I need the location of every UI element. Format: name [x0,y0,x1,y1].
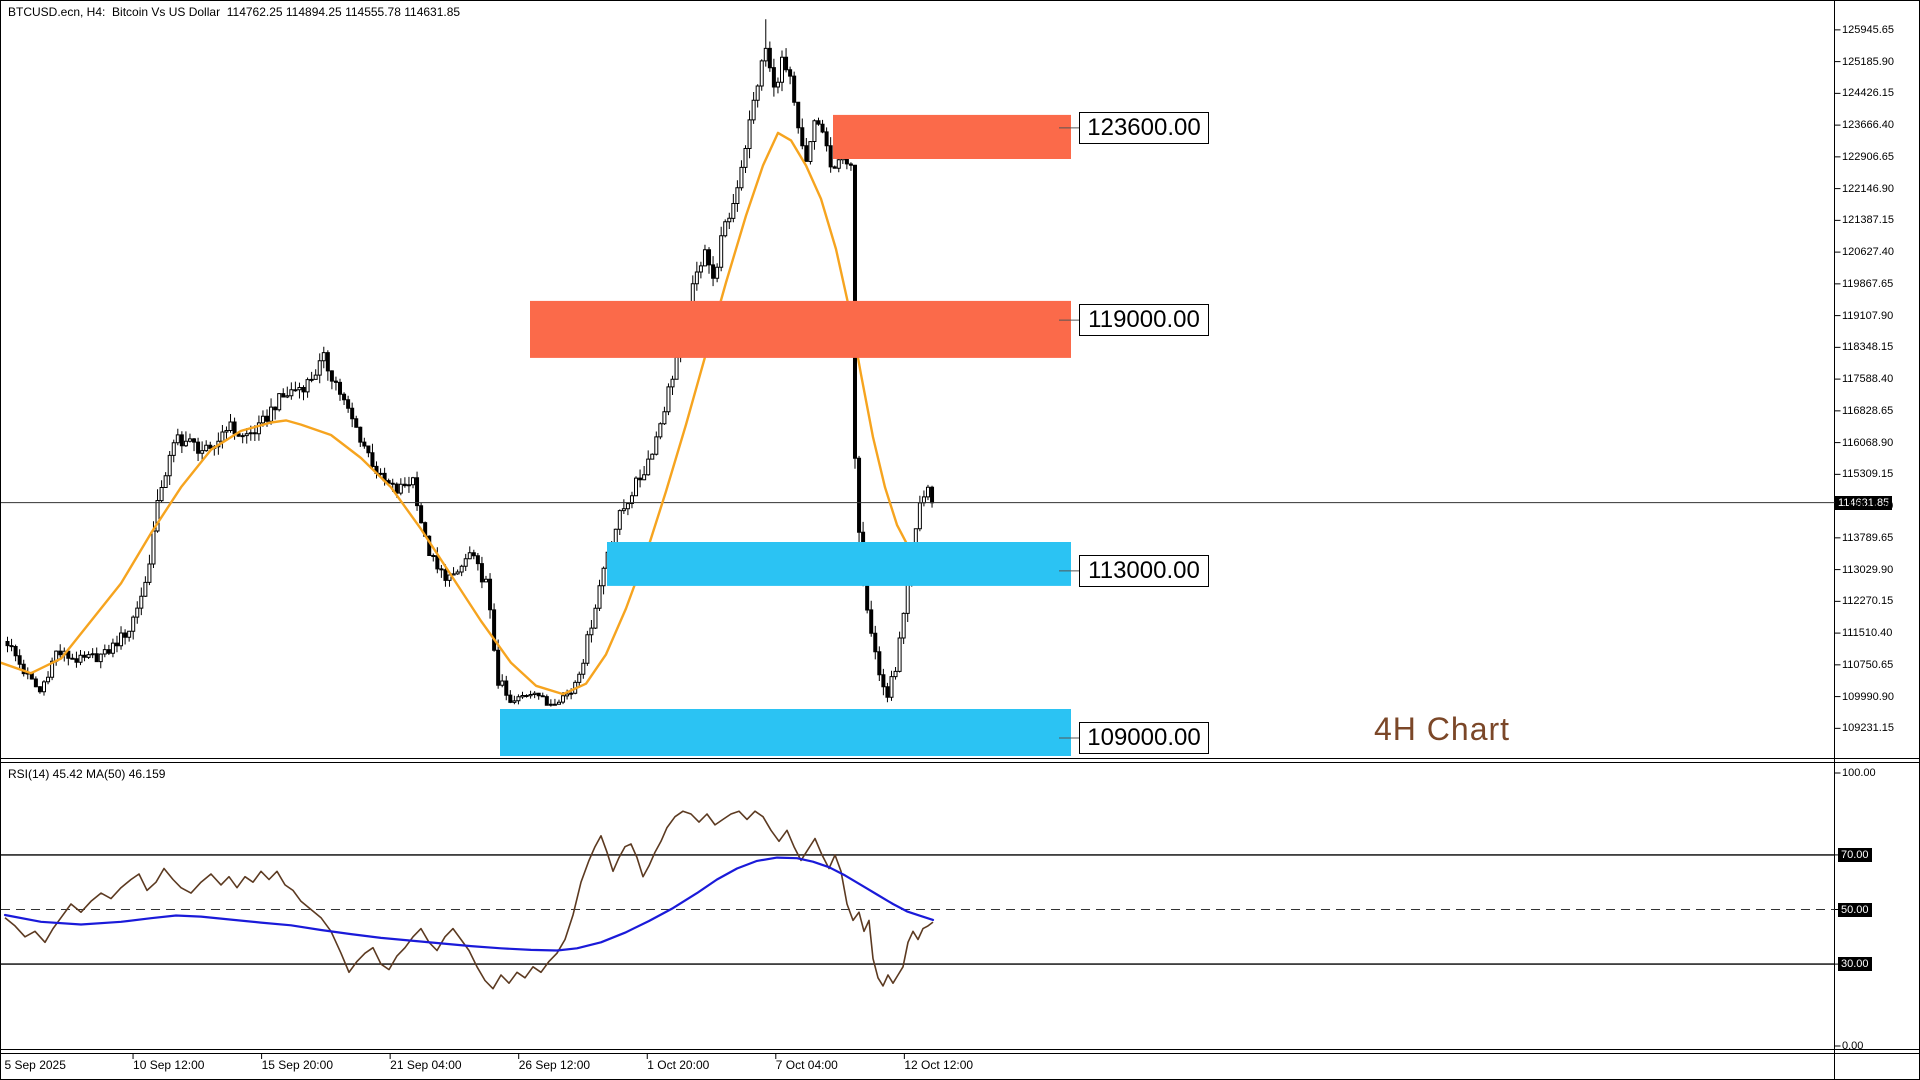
rsi-ma-line [3,856,935,952]
chart-title: BTCUSD.ecn, H4: Bitcoin Vs US Dollar 114… [8,5,461,19]
zone-rect-113000.00 [607,542,1071,586]
price-tick-label: 111510.40 [1842,627,1893,640]
zone-label-113000[interactable]: 113000.00 [1079,554,1209,587]
price-tick-label: 122146.90 [1842,182,1894,195]
zone-rect-123600.00 [833,114,1071,159]
date-tick-label: 5 Sep 2025 [4,1058,66,1072]
date-tick-label: 26 Sep 12:00 [518,1058,591,1072]
date-tick-label: 10 Sep 12:00 [133,1058,205,1072]
current-price-label: 114631.85 [1835,495,1893,510]
price-tick-label: 120627.40 [1842,246,1894,259]
date-tick-label: 1 Oct 20:00 [647,1058,710,1072]
price-tick-label: 122906.65 [1842,150,1894,163]
date-tick-label: 21 Sep 04:00 [390,1058,462,1072]
price-tick-label: 119867.65 [1842,277,1894,290]
zone-rect-109000.00 [500,709,1071,756]
zone-rect-119000.00 [530,300,1071,358]
price-tick-label: 123666.40 [1842,119,1894,132]
price-tick-label: 109231.15 [1842,722,1894,735]
rsi-line [4,810,934,990]
price-tick-label: 115309.15 [1842,468,1894,481]
price-tick-label: 117588.40 [1842,373,1894,386]
rsi-axis-label: 50.00 [1838,902,1872,917]
ma-line [1,131,935,696]
price-tick-label: 109990.90 [1842,690,1894,703]
zone-label-119000[interactable]: 119000.00 [1079,304,1209,337]
rsi-axis-label: 0.00 [1842,1040,1864,1052]
price-tick-label: 125185.90 [1842,55,1894,68]
price-tick-label: 118348.15 [1842,341,1894,354]
rsi-indicator-label: RSI(14) 45.42 MA(50) 46.159 [8,767,166,781]
rsi-axis-label: 70.00 [1838,847,1872,862]
rsi-axis-label: 30.00 [1838,957,1872,972]
price-tick-label: 113789.65 [1842,531,1894,544]
zones[interactable] [500,114,1079,756]
date-tick-label: 12 Oct 12:00 [904,1058,974,1072]
price-tick-label: 116068.90 [1842,436,1894,449]
price-tick-label: 110750.65 [1842,658,1894,671]
rsi-axis-label: 100.00 [1842,767,1876,779]
price-tick-label: 119107.90 [1842,309,1894,322]
price-tick-label: 121387.15 [1842,214,1894,227]
price-tick-label: 112270.15 [1842,595,1894,608]
price-tick-label: 125945.65 [1842,23,1894,36]
time-axis[interactable]: 5 Sep 2025 10 Sep 12:00 15 Sep 20:00 21 Sep… [1,1054,1834,1080]
price-tick-label: 124426.15 [1842,87,1894,100]
price-tick-label: 113029.90 [1842,563,1894,576]
price-axis[interactable]: 125945.65 125185.90 124426.15 123666.40 1229… [1835,1,1920,1052]
price-tick-label: 114549.40 [1842,500,1894,513]
zone-label-109000[interactable]: 109000.00 [1079,722,1209,754]
price-tick-label: 116828.65 [1842,404,1894,417]
zone-label-123600[interactable]: 123600.00 [1079,111,1209,144]
rsi-panel [1,810,1835,990]
timeframe-annotation[interactable]: 4H Chart [1374,711,1511,747]
date-tick-label: 7 Oct 04:00 [775,1058,838,1072]
date-tick-label: 15 Sep 20:00 [261,1058,333,1072]
